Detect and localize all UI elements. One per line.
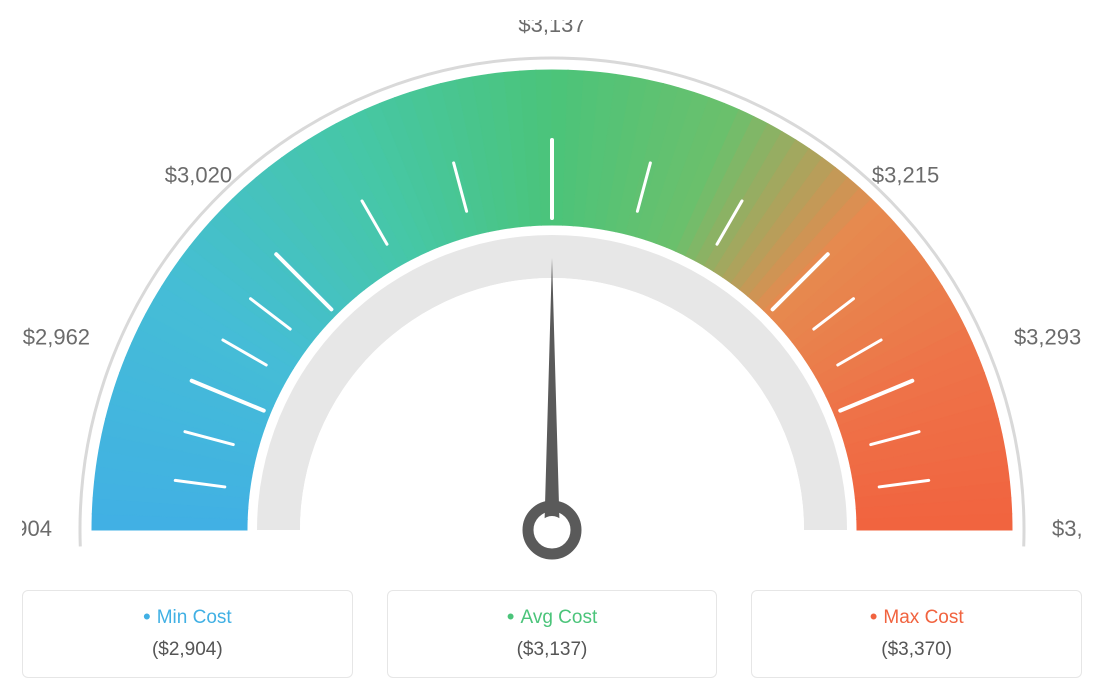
legend-max-card: •Max Cost ($3,370) [751, 590, 1082, 678]
legend-max-value: ($3,370) [752, 639, 1081, 661]
svg-text:$3,293: $3,293 [1014, 325, 1081, 350]
dot-icon: • [507, 604, 515, 629]
legend-avg-value: ($3,137) [388, 639, 717, 661]
svg-text:$2,962: $2,962 [23, 325, 90, 350]
legend-min-label: Min Cost [157, 607, 232, 628]
svg-text:$3,137: $3,137 [518, 20, 585, 37]
legend-min-value: ($2,904) [23, 639, 352, 661]
legend-avg-title: •Avg Cost [388, 605, 717, 631]
cost-gauge-chart: $2,904 $2,962 $3,020 $3,137 $3,215 $3,293 $3,3… [22, 20, 1082, 580]
dot-icon: • [870, 604, 878, 629]
legend-max-label: Max Cost [883, 607, 963, 628]
svg-text:$3,215: $3,215 [872, 162, 939, 187]
svg-text:$2,904: $2,904 [22, 516, 52, 541]
legend-min-title: • Min Cost [23, 605, 352, 631]
legend-avg-label: Avg Cost [520, 607, 597, 628]
svg-text:$3,370: $3,370 [1052, 516, 1082, 541]
dot-icon: • [143, 604, 151, 629]
legend-row: •Min Cost ($2,904) •Avg Cost ($3,137) •M… [22, 590, 1082, 678]
legend-max-title: •Max Cost [752, 605, 1081, 631]
legend-avg-card: •Avg Cost ($3,137) [387, 590, 718, 678]
svg-text:$3,020: $3,020 [165, 162, 232, 187]
legend-min-card: • Min Cost ($2,904) [22, 590, 353, 678]
